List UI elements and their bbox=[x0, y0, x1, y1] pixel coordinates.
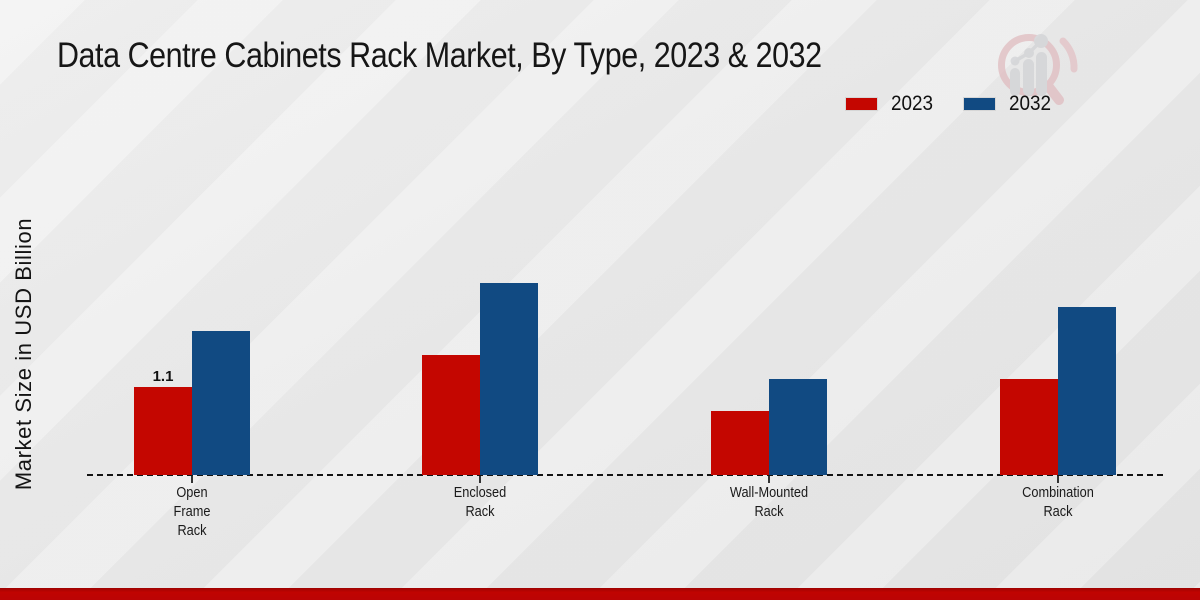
bar-2023-wall-mounted-rack bbox=[711, 411, 769, 475]
bar-2032-open-frame-rack bbox=[192, 331, 250, 475]
bar-2032-combination-rack bbox=[1058, 307, 1116, 475]
category-label-enclosed-rack: Enclosed Rack bbox=[453, 485, 507, 520]
legend-swatch-2023 bbox=[845, 97, 878, 111]
x-axis-line bbox=[87, 474, 1163, 476]
x-axis-tick-combination-rack bbox=[1057, 476, 1059, 483]
bar-2023-combination-rack bbox=[1000, 379, 1058, 475]
bar-2032-wall-mounted-rack bbox=[769, 379, 827, 475]
x-axis-tick-open-frame-rack bbox=[191, 476, 193, 483]
legend-label-2023: 2023 bbox=[891, 92, 934, 115]
category-label-open-frame-rack: Open Frame Rack bbox=[173, 485, 211, 539]
legend-label-2032: 2032 bbox=[1009, 92, 1052, 115]
bar-2023-open-frame-rack bbox=[134, 387, 192, 475]
bar-2032-enclosed-rack bbox=[480, 283, 538, 475]
category-label-wall-mounted-rack: Wall-Mounted Rack bbox=[729, 485, 809, 520]
x-axis-tick-wall-mounted-rack bbox=[768, 476, 770, 483]
x-axis-tick-enclosed-rack bbox=[479, 476, 481, 483]
legend-swatch-2032 bbox=[963, 97, 996, 111]
magnifier-bar-chart-logo-icon bbox=[998, 34, 1078, 105]
chart-title: Data Centre Cabinets Rack Market, By Typ… bbox=[57, 36, 822, 75]
category-label-combination-rack: Combination Rack bbox=[1022, 485, 1094, 520]
bar-2023-enclosed-rack bbox=[422, 355, 480, 475]
data-label-2023-open-frame-rack: 1.1 bbox=[152, 368, 174, 385]
footer-band bbox=[0, 588, 1200, 600]
